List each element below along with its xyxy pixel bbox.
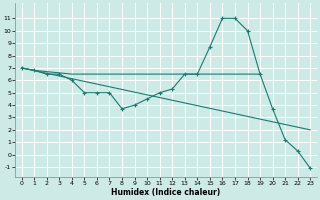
X-axis label: Humidex (Indice chaleur): Humidex (Indice chaleur) [111,188,220,197]
